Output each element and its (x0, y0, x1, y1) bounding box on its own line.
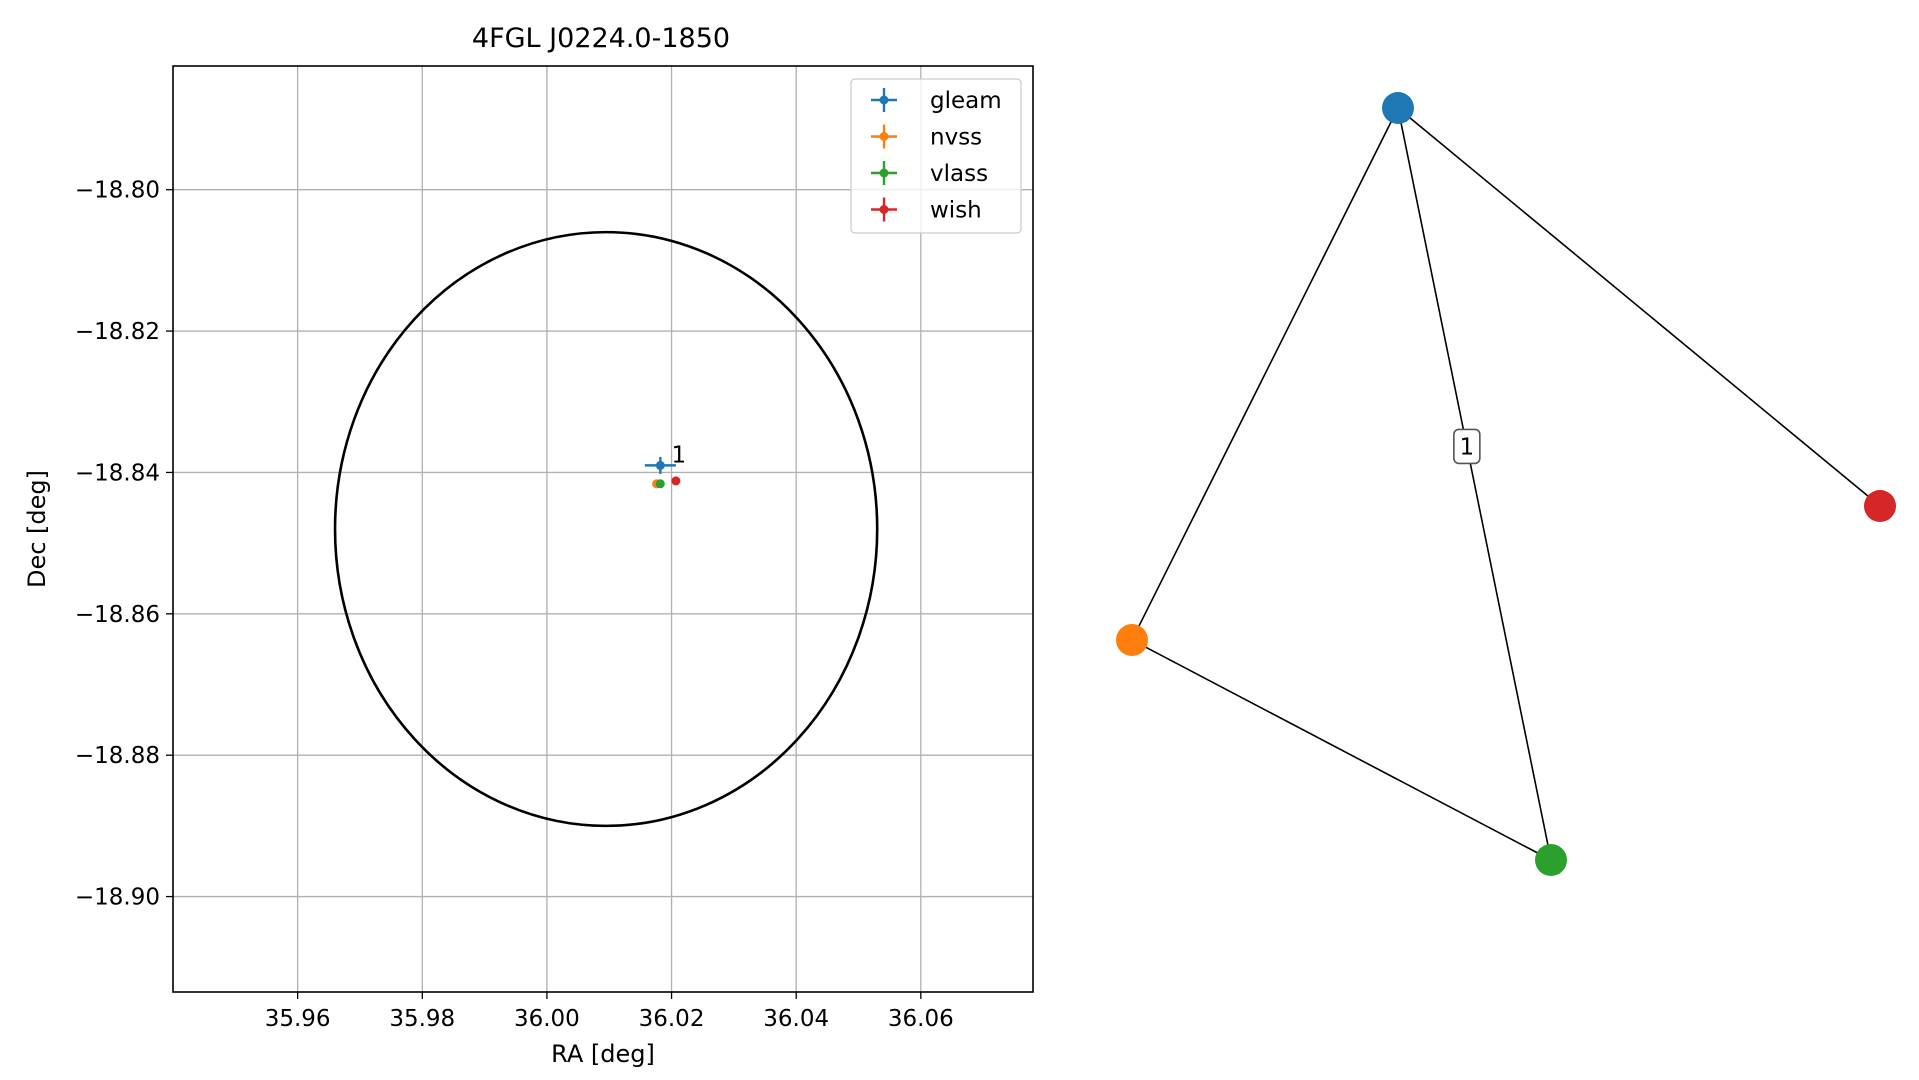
legend-label: wish (930, 198, 982, 224)
graph-nodes (1116, 92, 1896, 876)
y-axis-label: Dec [deg] (23, 470, 51, 588)
chart-title: 4FGL J0224.0-1850 (472, 23, 730, 54)
data-point (655, 479, 665, 489)
edge-gleam-wish (1397, 107, 1881, 507)
node-gleam (1382, 92, 1414, 124)
y-tick-label: −18.80 (75, 178, 160, 204)
legend-marker (879, 168, 889, 178)
node-nvss (1116, 624, 1148, 656)
x-tick-label: 36.06 (888, 1006, 954, 1032)
marker-vlass (655, 479, 665, 489)
legend-entry-gleam: gleam (871, 88, 1002, 114)
y-tick-label: −18.84 (75, 460, 160, 486)
legend-label: vlass (930, 161, 988, 187)
y-tick-label: −18.82 (75, 319, 160, 345)
x-tick-label: 36.04 (763, 1006, 829, 1032)
legend-entry-vlass: vlass (871, 161, 988, 187)
source-markers (644, 456, 681, 489)
y-tick-label: −18.90 (75, 885, 160, 911)
point-annotation: 1 (672, 443, 687, 469)
legend: gleam nvss vlass wish (850, 78, 1022, 234)
legend-entry-wish: wish (871, 197, 982, 224)
marker-gleam (644, 456, 676, 474)
association-graph-panel: 1 (1116, 92, 1896, 876)
x-tick-label: 36.00 (514, 1006, 580, 1032)
edge-nvss-vlass (1131, 639, 1552, 861)
graph-edge-labels: 1 (1453, 428, 1481, 465)
edge-gleam-nvss (1131, 107, 1399, 641)
legend-entry-nvss: nvss (871, 124, 982, 151)
sky-map-panel: 4FGL J0224.0-1850 1 35.96 35.98 36.00 36.02… (23, 23, 1034, 1068)
error-ellipse (333, 230, 879, 828)
legend-label: gleam (930, 88, 1002, 114)
node-vlass (1535, 844, 1567, 876)
y-tick-label: −18.88 (75, 743, 160, 769)
x-axis-ticks: 35.96 35.98 36.00 36.02 36.04 36.06 (265, 992, 954, 1032)
edge-label-gleam-vlass: 1 (1453, 428, 1481, 465)
edge-gleam-vlass (1397, 107, 1552, 861)
legend-label: nvss (930, 125, 982, 151)
legend-marker (879, 95, 889, 105)
data-point (655, 460, 665, 470)
legend-box (850, 78, 1022, 234)
graph-edges (1131, 107, 1881, 861)
y-axis-ticks: −18.80 −18.82 −18.84 −18.86 −18.88 −18.90 (75, 178, 173, 911)
x-axis-label: RA [deg] (551, 1040, 655, 1068)
x-tick-label: 36.02 (639, 1006, 705, 1032)
x-tick-label: 35.96 (265, 1006, 331, 1032)
plot-frame (172, 65, 1034, 993)
marker-wish (671, 476, 681, 486)
data-point (671, 476, 681, 486)
confidence-ellipse (333, 230, 879, 828)
y-tick-label: −18.86 (75, 602, 160, 628)
edge-label-box (1453, 428, 1481, 465)
node-wish (1864, 490, 1896, 522)
x-tick-label: 35.98 (389, 1006, 455, 1032)
legend-marker (879, 132, 889, 141)
annotations: 1 (672, 443, 687, 469)
edge-label-text: 1 (1460, 434, 1475, 460)
legend-marker (879, 205, 889, 214)
